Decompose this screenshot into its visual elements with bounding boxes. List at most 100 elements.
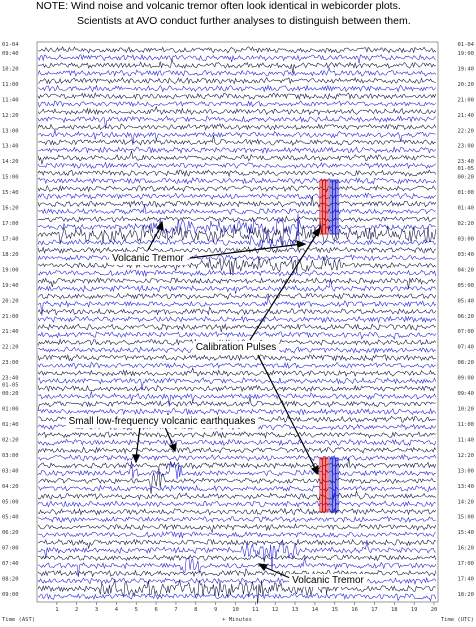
seismic-trace [37, 446, 437, 455]
x-left-label: Time (AST) [2, 617, 35, 623]
time-label: 19:40 [2, 283, 19, 289]
time-label: 22:20 [457, 128, 474, 134]
seismic-trace [37, 150, 436, 165]
time-label: 23:00 [2, 360, 19, 366]
time-label: 23:40 [457, 159, 474, 165]
time-label: 16:20 [2, 206, 19, 212]
seismic-trace [37, 76, 436, 85]
seismic-trace [37, 367, 436, 377]
seismic-trace [37, 277, 436, 290]
time-label: 05:00 [2, 499, 19, 505]
time-label: 00:20 [2, 391, 19, 397]
traces [37, 46, 437, 605]
seismic-trace [37, 295, 437, 316]
seismic-trace [37, 331, 437, 340]
seismic-trace [37, 195, 437, 208]
seismic-trace [37, 204, 436, 215]
seismic-trace [37, 146, 437, 154]
seismic-trace [37, 58, 436, 74]
time-label: 06:20 [457, 314, 474, 320]
seismic-trace [37, 438, 437, 447]
time-label: 03:00 [2, 453, 19, 459]
seismic-trace [37, 215, 436, 223]
seismic-trace [37, 539, 436, 571]
seismic-trace [37, 53, 436, 64]
x-tick-label: 13 [292, 607, 299, 613]
pulse [319, 179, 323, 235]
seismic-trace [37, 161, 437, 169]
time-label: 07:00 [457, 329, 474, 335]
x-tick-label: 11 [252, 607, 259, 613]
seismic-trace [37, 192, 436, 200]
note-line: Scientists at AVO conduct further analys… [77, 15, 411, 27]
seismic-trace [37, 516, 436, 524]
annotation-bg [289, 574, 368, 587]
seismic-trace [37, 431, 436, 439]
pulse [335, 457, 339, 513]
time-label: 05:40 [2, 515, 19, 521]
time-label: 16:20 [457, 546, 474, 552]
x-tick-label: 4 [115, 607, 119, 613]
x-tick-label: 3 [95, 607, 98, 613]
time-label: 17:40 [2, 236, 19, 242]
seismic-trace [37, 278, 437, 294]
seismic-trace [37, 169, 437, 178]
time-label: 21:00 [2, 314, 19, 320]
seismic-trace [37, 353, 436, 362]
time-label: 12:20 [457, 453, 474, 459]
date-label: 01-05 [2, 382, 19, 388]
pulse [325, 457, 329, 513]
seismic-trace [37, 523, 437, 534]
seismic-trace [37, 323, 436, 333]
seismic-trace [37, 315, 437, 324]
pulse [319, 457, 323, 513]
time-label: 18:20 [2, 252, 19, 258]
seismic-trace [37, 100, 436, 108]
time-label: 04:20 [457, 267, 474, 273]
time-label: 19:40 [457, 66, 474, 72]
seismic-trace [37, 579, 436, 605]
time-label: 14:20 [2, 159, 19, 165]
seismic-trace [37, 592, 437, 602]
time-label: 07:00 [2, 546, 19, 552]
annotation: Small low-frequency volcanic earthquakes [69, 416, 256, 427]
time-label: 15:40 [457, 530, 474, 536]
seismic-trace [37, 115, 436, 129]
time-label: 15:00 [457, 515, 474, 521]
seismic-trace [37, 92, 437, 100]
arrows [132, 220, 321, 579]
x-tick-label: 8 [194, 607, 197, 613]
annotation-bg [109, 252, 188, 265]
time-label: 10:20 [2, 66, 19, 72]
time-label: 23:00 [457, 144, 474, 150]
time-label: 19:00 [2, 267, 19, 273]
time-label: 11:40 [2, 97, 19, 103]
seismic-trace [37, 484, 437, 493]
seismic-trace [37, 556, 437, 578]
seismic-trace [37, 567, 437, 578]
plot-frame [36, 41, 439, 603]
time-label: 21:40 [2, 329, 19, 335]
annotation-bg [65, 415, 259, 428]
seismic-trace [37, 306, 437, 316]
seismic-trace [37, 67, 437, 77]
seismic-trace [37, 129, 436, 146]
pulse [332, 457, 336, 513]
time-label: 09:00 [457, 376, 474, 382]
time-label: 03:40 [457, 252, 474, 258]
x-right-label: Time (UTC) [441, 617, 474, 623]
date-label: 01-05 [457, 166, 474, 172]
time-label: 13:00 [2, 128, 19, 134]
seismic-trace [37, 135, 436, 147]
seismic-trace [37, 218, 436, 236]
time-label: 12:20 [2, 113, 19, 119]
annotation-bg [192, 341, 280, 354]
time-label: 11:40 [457, 437, 474, 443]
pulse [329, 179, 333, 235]
seismic-trace [37, 577, 437, 586]
seismic-trace [37, 123, 437, 131]
seismic-trace [37, 507, 437, 516]
time-label: 21:40 [457, 113, 474, 119]
